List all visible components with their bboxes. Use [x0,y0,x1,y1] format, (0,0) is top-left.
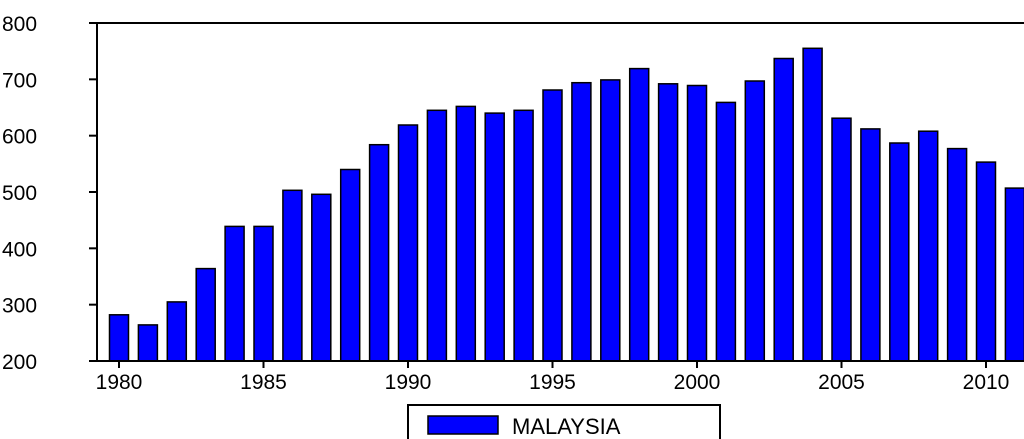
x-tick-label-2005: 2005 [818,371,865,394]
legend: MALAYSIA [407,404,721,439]
x-tick-label-1995: 1995 [529,371,576,394]
bar-2004 [802,47,823,362]
bar-1982 [166,301,188,362]
bar-1991 [426,109,448,362]
x-tick-label-2000: 2000 [674,371,721,394]
y-tick-label-200: 200 [2,351,37,374]
legend-label: MALAYSIA [512,414,621,439]
y-tick-label-600: 600 [2,126,37,149]
bar-1995 [542,89,563,362]
bar-2006 [860,128,881,362]
bar-1987 [311,193,332,362]
bar-1989 [368,143,390,362]
bar-2005 [831,117,852,362]
bar-2008 [917,130,939,362]
y-tick-label-800: 800 [2,13,37,36]
bar-1994 [513,109,534,362]
bar-1997 [600,79,621,362]
x-tick-label-1985: 1985 [240,371,287,394]
bar-2000 [686,84,708,362]
x-tick-label-2010: 2010 [963,371,1010,394]
bar-2007 [889,142,910,362]
y-axis-ticks: 200 300 400 500 600 700 800 [2,13,97,374]
bar-1984 [224,225,245,362]
bar-1992 [455,105,477,362]
bar-1981 [137,324,159,362]
bar-2002 [744,80,766,362]
y-tick-label-400: 400 [2,238,37,261]
bar-2009 [946,147,968,362]
x-tick-label-1990: 1990 [385,371,432,394]
bar-2010 [975,161,997,362]
legend-swatch [427,415,499,435]
bar-1986 [282,189,303,362]
bar-1993 [484,112,505,362]
bar-1980 [108,314,130,362]
bar-1983 [195,267,216,362]
x-tick-label-1980: 1980 [96,371,143,394]
bar-1998 [628,67,650,362]
bar-1999 [657,83,679,362]
bar-1985 [253,225,274,362]
bar-2011 [1004,187,1024,362]
y-tick-label-500: 500 [2,182,37,205]
bar-1988 [339,168,361,362]
bar-series-malaysia [108,47,1024,362]
bar-2003 [773,57,794,362]
bar-1990 [397,124,419,362]
y-tick-label-700: 700 [2,69,37,92]
x-axis-ticks: 1980 1985 1990 1995 2000 2005 2010 [96,361,1010,394]
bar-1996 [571,81,592,362]
y-tick-label-300: 300 [2,295,37,318]
bar-2001 [715,101,737,362]
